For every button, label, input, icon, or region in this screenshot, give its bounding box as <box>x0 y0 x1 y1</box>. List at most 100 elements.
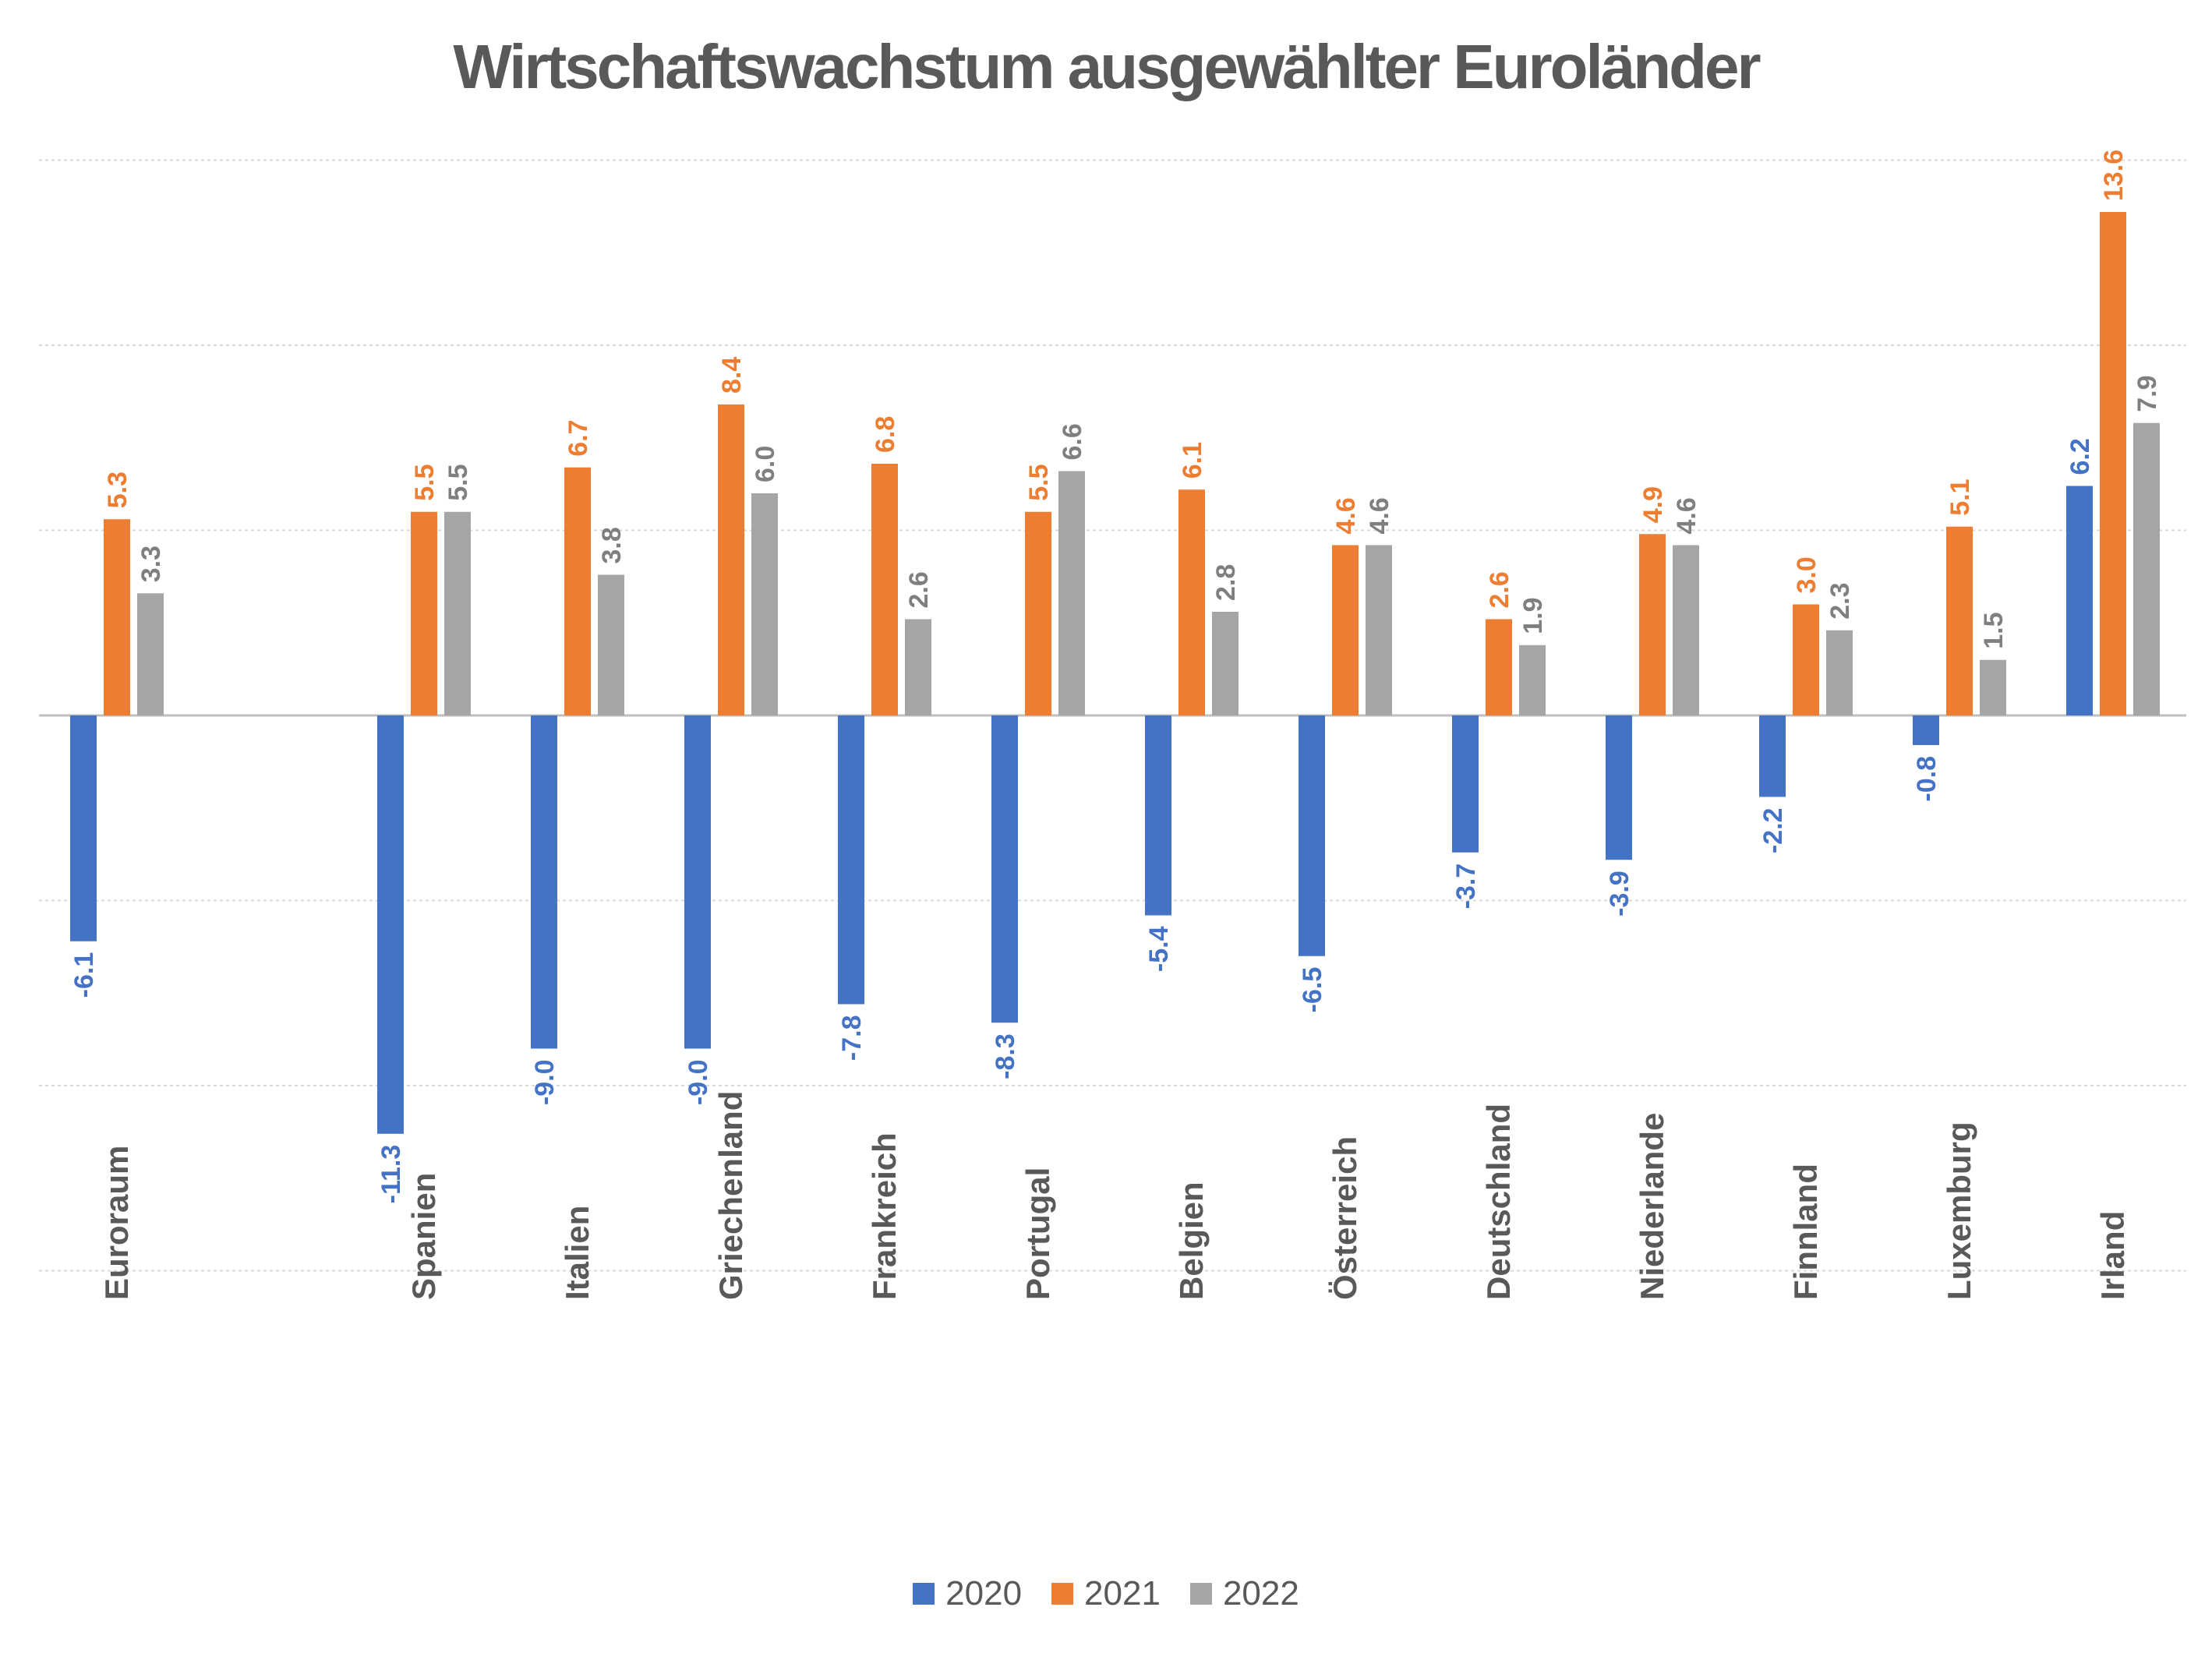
legend-swatch-2022 <box>1189 1583 1212 1605</box>
bar-2022-Griechenland <box>751 493 778 715</box>
bar-2020-Portugal <box>991 715 1018 1023</box>
category-label-Niederlande: Niederlande <box>1634 1113 1670 1300</box>
data-label-2021-Portugal: 5.5 <box>1024 464 1054 500</box>
category-label-Portugal: Portugal <box>1019 1167 1056 1300</box>
bar-2020-Finnland <box>1759 715 1786 797</box>
category-label-Luxemburg: Luxemburg <box>1941 1121 1977 1300</box>
data-label-2020-Portugal: -8.3 <box>991 1033 1020 1079</box>
bar-2020-Belgien <box>1145 715 1171 916</box>
bar-2020-Deutschland <box>1452 715 1479 853</box>
bar-2022-Belgien <box>1212 612 1239 715</box>
legend-item-2020: 2020 <box>913 1574 1022 1613</box>
bar-2022-Frankreich <box>905 619 931 715</box>
bar-2020-Österreich <box>1299 715 1325 956</box>
data-label-2020-Griechenland: -9.0 <box>684 1060 713 1106</box>
data-label-2021-Italien: 6.7 <box>564 419 593 456</box>
data-label-2022-Irland: 7.9 <box>2132 375 2162 411</box>
data-label-2020-Luxemburg: -0.8 <box>1912 756 1942 802</box>
data-label-2020-Deutschland: -3.7 <box>1451 864 1481 910</box>
data-label-2021-Luxemburg: 5.1 <box>1945 479 1975 515</box>
category-label-Frankreich: Frankreich <box>866 1132 903 1300</box>
category-label-Finnland: Finnland <box>1787 1164 1824 1300</box>
bar-2021-Österreich <box>1332 545 1359 715</box>
bar-2021-Niederlande <box>1639 534 1666 715</box>
bar-2020-Frankreich <box>838 715 864 1005</box>
category-label-Österreich: Österreich <box>1327 1136 1363 1300</box>
data-label-2022-Portugal: 6.6 <box>1058 423 1087 460</box>
legend: 2020 2021 2022 <box>0 1574 2212 1613</box>
legend-label-2022: 2022 <box>1222 1574 1299 1612</box>
bar-2021-Deutschland <box>1486 619 1512 715</box>
data-label-2022-Italien: 3.8 <box>597 527 627 563</box>
bar-2021-Portugal <box>1025 511 1051 715</box>
bar-2022-Italien <box>598 574 624 715</box>
bar-2020-Euroraum <box>70 715 97 941</box>
bar-2022-Deutschland <box>1519 645 1546 715</box>
data-label-2020-Irland: 6.2 <box>2065 438 2095 475</box>
data-label-2021-Griechenland: 8.4 <box>717 357 747 394</box>
category-labels: Euroraum Spanien Italien Griechenland Frankr… <box>98 1091 2131 1300</box>
bar-2020-Irland <box>2066 486 2093 715</box>
data-label-2022-Niederlande: 4.6 <box>1672 497 1701 534</box>
data-label-2022-Euroraum: 3.3 <box>136 546 166 582</box>
data-label-2020-Belgien: -5.4 <box>1144 926 1174 972</box>
bar-2022-Spanien <box>444 511 471 715</box>
category-label-Spanien: Spanien <box>405 1173 442 1300</box>
data-label-2022-Luxemburg: 1.5 <box>1979 612 2009 648</box>
data-label-2020-Österreich: -6.5 <box>1298 967 1327 1013</box>
data-label-2022-Spanien: 5.5 <box>443 464 473 500</box>
data-label-2021-Irland: 13.6 <box>2099 150 2129 201</box>
bar-2022-Portugal <box>1058 471 1085 715</box>
bars <box>70 212 2160 1134</box>
data-label-2022-Finnland: 2.3 <box>1825 582 1855 619</box>
legend-item-2022: 2022 <box>1189 1574 1299 1613</box>
data-label-2021-Finnland: 3.0 <box>1792 556 1822 593</box>
bar-2021-Euroraum <box>104 519 130 715</box>
data-label-2021-Österreich: 4.6 <box>1331 497 1361 534</box>
data-label-2020-Frankreich: -7.8 <box>837 1015 867 1061</box>
bar-2022-Euroraum <box>137 593 164 715</box>
legend-swatch-2021 <box>1051 1583 1074 1605</box>
data-label-2021-Belgien: 6.1 <box>1178 442 1207 479</box>
bar-2021-Italien <box>564 467 591 715</box>
chart-title: Wirtschaftswachstum ausgewählter Eurolän… <box>453 32 1761 101</box>
legend-swatch-2020 <box>913 1583 935 1605</box>
category-label-Italien: Italien <box>559 1206 595 1300</box>
bar-2022-Irland <box>2133 422 2160 715</box>
bar-2021-Frankreich <box>871 464 898 715</box>
data-label-2020-Euroraum: -6.1 <box>69 952 99 998</box>
data-label-2022-Deutschland: 1.9 <box>1518 597 1548 634</box>
bar-2021-Irland <box>2100 212 2126 715</box>
data-label-2021-Spanien: 5.5 <box>410 464 440 500</box>
bar-2021-Belgien <box>1178 489 1205 715</box>
bar-2022-Österreich <box>1366 545 1392 715</box>
category-label-Deutschland: Deutschland <box>1480 1104 1517 1300</box>
data-label-2020-Niederlande: -3.9 <box>1605 871 1634 917</box>
data-label-2020-Finnland: -2.2 <box>1758 808 1788 854</box>
bar-2020-Niederlande <box>1606 715 1632 860</box>
data-label-2021-Frankreich: 6.8 <box>871 416 900 453</box>
bar-2020-Italien <box>531 715 557 1049</box>
data-label-2020-Spanien: -11.3 <box>376 1145 406 1204</box>
bar-2021-Finnland <box>1793 604 1819 715</box>
data-label-2021-Euroraum: 5.3 <box>103 472 133 508</box>
legend-item-2021: 2021 <box>1051 1574 1161 1613</box>
bar-2020-Luxemburg <box>1913 715 1939 745</box>
gridlines <box>39 159 2186 1272</box>
legend-label-2020: 2020 <box>945 1574 1023 1612</box>
bar-2022-Niederlande <box>1673 545 1699 715</box>
data-label-2022-Griechenland: 6.0 <box>751 446 780 482</box>
bar-2020-Griechenland <box>684 715 711 1049</box>
category-label-Euroraum: Euroraum <box>98 1146 135 1300</box>
bar-2022-Luxemburg <box>1980 659 2006 715</box>
bar-2022-Finnland <box>1826 630 1853 715</box>
bar-2021-Griechenland <box>718 404 744 715</box>
category-label-Belgien: Belgien <box>1173 1181 1210 1300</box>
data-label-2021-Deutschland: 2.6 <box>1485 571 1514 608</box>
bar-2021-Luxemburg <box>1946 526 1973 715</box>
data-label-2022-Österreich: 4.6 <box>1365 497 1394 534</box>
category-label-Irland: Irland <box>2094 1211 2131 1300</box>
data-labels: -6.15.33.3-11.35.5 5.5-9.06.73.8-9.08.46.… <box>69 150 2162 1204</box>
data-label-2022-Belgien: 2.8 <box>1211 564 1241 601</box>
